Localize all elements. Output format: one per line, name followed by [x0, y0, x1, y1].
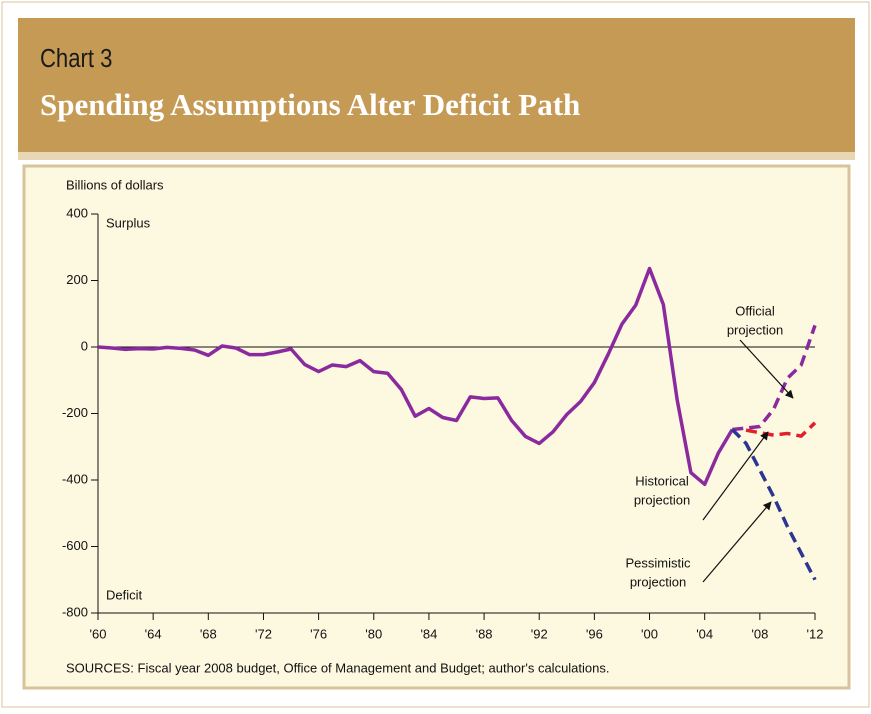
source-note: SOURCES: Fiscal year 2008 budget, Office…: [66, 660, 610, 675]
y-tick-label: -200: [62, 405, 88, 420]
y-tick-label: -600: [62, 538, 88, 553]
x-tick-label: '64: [145, 626, 162, 641]
series-line: [745, 421, 817, 438]
panel: [22, 164, 851, 690]
y-tick-label: -400: [62, 471, 88, 486]
x-tick-label: '08: [751, 626, 768, 641]
x-tick-label: '60: [90, 626, 107, 641]
header-band: [18, 18, 855, 152]
series-line: [732, 324, 817, 432]
header-rule: [18, 152, 855, 160]
series-line: [731, 428, 817, 581]
series-line: [97, 266, 734, 487]
y-tick-label: 400: [66, 205, 88, 220]
region-label: Deficit: [106, 587, 143, 602]
annotation: Historical: [635, 473, 689, 488]
x-tick-label: '84: [420, 626, 437, 641]
annotation: projection: [634, 492, 690, 507]
x-tick-label: '76: [310, 626, 327, 641]
annotation-arrow: [702, 431, 769, 521]
x-tick-label: '92: [531, 626, 548, 641]
annotation: Pessimistic: [625, 555, 691, 570]
x-tick-label: '72: [255, 626, 272, 641]
annotation: Official: [735, 303, 775, 318]
annotation: projection: [727, 322, 783, 337]
y-tick-label: 200: [66, 272, 88, 287]
y-axis-label: Billions of dollars: [66, 177, 164, 192]
x-tick-label: '04: [696, 626, 713, 641]
x-tick-label: '00: [641, 626, 658, 641]
x-tick-label: '68: [200, 626, 217, 641]
x-tick-label: '80: [365, 626, 382, 641]
x-tick-label: '96: [586, 626, 603, 641]
y-tick-label: -800: [62, 604, 88, 619]
y-tick-label: 0: [81, 338, 88, 353]
x-tick-label: '88: [476, 626, 493, 641]
annotation-arrow: [702, 501, 772, 583]
chart-title: Spending Assumptions Alter Deficit Path: [40, 87, 580, 122]
annotation-arrow: [739, 339, 794, 399]
x-tick-label: '12: [807, 626, 824, 641]
region-label: Surplus: [106, 215, 151, 230]
annotation: projection: [630, 574, 686, 589]
chart-label: Chart 3: [40, 44, 112, 73]
